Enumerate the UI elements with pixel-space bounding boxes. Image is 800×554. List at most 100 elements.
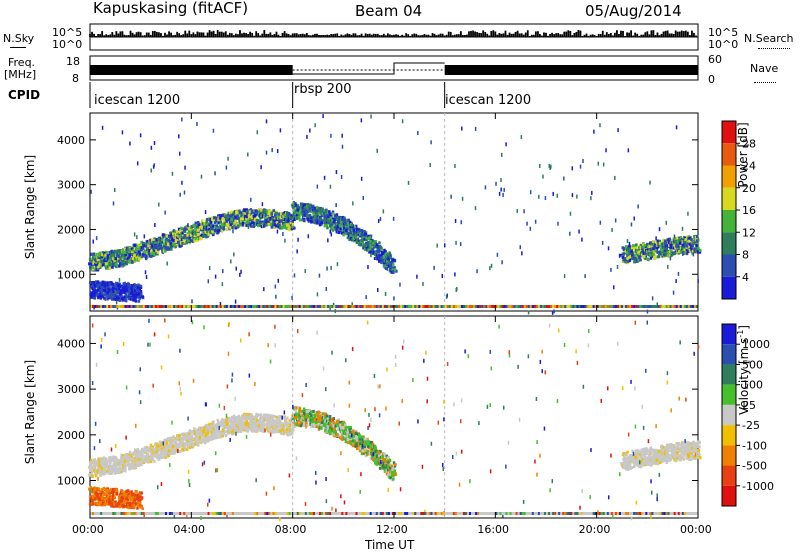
- noise-pixel: [200, 174, 203, 179]
- nsky-bars: [89, 30, 698, 38]
- echo-pixel: [108, 456, 112, 460]
- echo-pixel: [111, 265, 114, 269]
- near-range-pixel: [406, 305, 409, 308]
- echo-pixel: [140, 292, 143, 296]
- echo-pixel: [238, 211, 242, 215]
- noise-pixel: [118, 277, 121, 282]
- echo-pixel: [345, 219, 349, 223]
- near-range-pixel: [104, 305, 107, 308]
- near-range-pixel: [693, 305, 697, 308]
- echo-pixel: [125, 295, 129, 299]
- echo-pixel: [105, 262, 108, 266]
- near-range-pixel: [677, 305, 680, 308]
- echo-pixel: [692, 241, 696, 245]
- echo-pixel: [340, 222, 344, 226]
- near-range-pixel: [276, 305, 279, 308]
- echo-pixel: [164, 249, 167, 253]
- echo-pixel: [188, 429, 192, 433]
- echo-pixel: [264, 223, 268, 227]
- echo-pixel: [294, 202, 297, 206]
- strip-panels: [89, 23, 699, 108]
- y-tick-label: 1000: [57, 268, 85, 281]
- noise-pixel: [139, 133, 142, 138]
- echo-pixel: [335, 213, 339, 217]
- near-range-pixel: [215, 305, 218, 308]
- near-range-pixel: [199, 305, 202, 308]
- echo-pixel: [133, 243, 136, 247]
- noise-pixel: [633, 216, 635, 221]
- echo-pixel: [356, 231, 360, 235]
- near-range-pixel: [158, 305, 162, 308]
- echo-pixel: [111, 455, 114, 459]
- echo-pixel: [204, 431, 208, 435]
- noise-pixel: [563, 274, 566, 279]
- echo-pixel: [97, 284, 100, 288]
- echo-pixel: [682, 239, 686, 243]
- echo-pixel: [347, 232, 350, 236]
- echo-pixel: [141, 455, 144, 459]
- noise-pixel: [133, 232, 136, 237]
- echo-pixel: [332, 227, 336, 231]
- echo-pixel: [172, 242, 175, 246]
- noise-pixel: [601, 240, 604, 245]
- noise-pixel: [212, 128, 215, 133]
- echo-pixel: [104, 292, 107, 296]
- near-range-pixel: [193, 305, 196, 308]
- echo-pixel: [127, 297, 131, 301]
- echo-pixel: [116, 461, 119, 465]
- noise-pixel: [474, 206, 477, 211]
- echo-pixel: [367, 234, 370, 238]
- echo-pixel: [203, 434, 206, 438]
- near-range-pixel: [481, 305, 484, 308]
- echo-pixel: [214, 431, 217, 435]
- echo-pixel: [221, 432, 225, 436]
- echo-pixel: [303, 208, 307, 212]
- near-range-pixel: [527, 305, 530, 308]
- echo-pixel: [307, 205, 311, 209]
- echo-pixel: [109, 263, 112, 267]
- echo-pixel: [365, 243, 368, 247]
- near-range-pixel: [466, 305, 470, 308]
- echo-pixel: [355, 228, 359, 232]
- beam-title: Beam 04: [355, 2, 423, 20]
- noise-pixel: [529, 190, 532, 195]
- echo-pixel: [185, 225, 189, 229]
- noise-pixel: [461, 126, 463, 131]
- echo-pixel: [155, 249, 158, 253]
- echo-pixel: [117, 470, 120, 474]
- echo-pixel: [374, 240, 377, 244]
- echo-pixel: [343, 222, 347, 226]
- echo-pixel: [222, 422, 225, 426]
- echo-pixel: [194, 226, 197, 230]
- near-range-pixel: [537, 305, 541, 308]
- near-range-pixel: [118, 305, 121, 308]
- noise-pixel: [143, 234, 146, 239]
- echo-pixel: [209, 426, 213, 430]
- noise-pixel: [553, 309, 555, 314]
- echo-pixel: [116, 253, 119, 257]
- echo-pixel: [133, 292, 136, 296]
- echo-pixel: [118, 284, 122, 288]
- echo-pixel: [360, 232, 363, 236]
- near-range-pixel: [347, 305, 350, 308]
- echo-pixel: [167, 437, 170, 441]
- echo-pixel: [673, 244, 677, 248]
- noise-pixel: [617, 128, 619, 133]
- echo-pixel: [149, 247, 152, 251]
- echo-pixel: [660, 244, 664, 248]
- echo-pixel: [183, 441, 187, 445]
- echo-pixel: [215, 224, 219, 228]
- echo-pixel: [234, 219, 237, 223]
- echo-pixel: [123, 255, 126, 259]
- colorbar-segment: [722, 276, 736, 299]
- echo-pixel: [302, 203, 306, 207]
- echo-pixel: [185, 241, 188, 245]
- noise-pixel: [682, 252, 684, 257]
- echo-pixel: [679, 250, 683, 254]
- echo-pixel: [206, 439, 209, 443]
- colorbar-tick-label: 16: [742, 204, 756, 217]
- near-range-pixel: [294, 305, 297, 308]
- near-range-pixel: [432, 305, 435, 308]
- echo-pixel: [342, 226, 346, 230]
- echo-pixel: [122, 455, 126, 459]
